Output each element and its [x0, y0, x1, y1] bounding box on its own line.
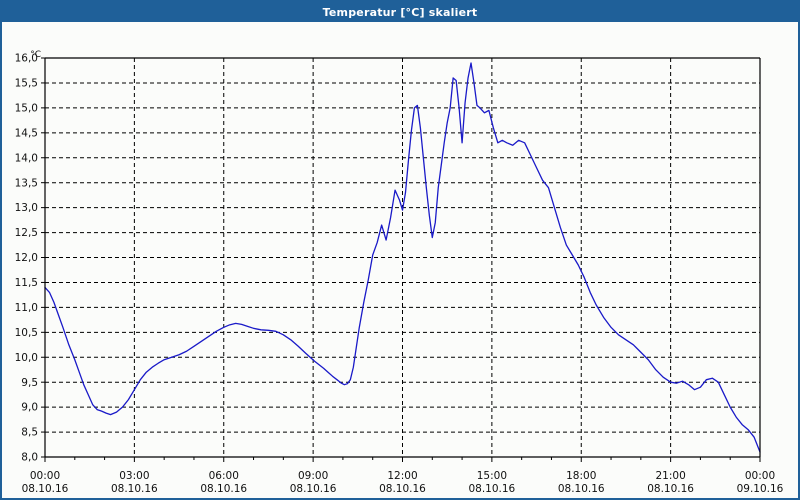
- y-axis-ticks: [41, 57, 45, 458]
- x-tick-date-label: 08.10.16: [558, 483, 605, 495]
- y-tick-label: 12,0: [15, 252, 38, 264]
- x-tick-date-label: 08.10.16: [290, 483, 337, 495]
- y-tick-label: 11,5: [15, 277, 38, 289]
- window-title-bar: Temperatur [°C] skaliert: [2, 2, 798, 22]
- x-tick-date-label: 08.10.16: [379, 483, 426, 495]
- x-tick-date-label: 08.10.16: [22, 483, 69, 495]
- y-tick-label: 14,0: [15, 152, 38, 164]
- x-axis-tick-labels: 00:0008.10.1603:0008.10.1606:0008.10.160…: [22, 470, 784, 495]
- x-tick-time-label: 00:00: [30, 470, 60, 482]
- x-tick-time-label: 06:00: [209, 470, 239, 482]
- temperature-line-chart: 16,0 15,5 15,0 14,5 14,0 13,5 13,0 12,5 12,0 11,5…: [2, 22, 798, 498]
- y-tick-label: 8,0: [21, 452, 38, 464]
- x-tick-date-label: 08.10.16: [647, 483, 694, 495]
- x-tick-date-label: 08.10.16: [468, 483, 515, 495]
- x-tick-date-label: 08.10.16: [200, 483, 247, 495]
- x-tick-time-label: 18:00: [566, 470, 596, 482]
- x-tick-time-label: 00:00: [745, 470, 775, 482]
- y-tick-label: 12,5: [15, 227, 38, 239]
- y-tick-label: 8,5: [21, 427, 38, 439]
- y-axis-tick-labels: 16,0 15,5 15,0 14,5 14,0 13,5 13,0 12,5 12,0 11,5…: [15, 53, 38, 464]
- y-tick-label: 14,5: [15, 127, 38, 139]
- temperature-series-line: [44, 62, 761, 453]
- page-title: Temperatur [°C] skaliert: [322, 5, 478, 19]
- chart-background: [2, 22, 798, 498]
- y-tick-label: 15,5: [15, 78, 38, 90]
- x-tick-time-label: 03:00: [119, 470, 149, 482]
- y-tick-label: 10,5: [15, 327, 38, 339]
- y-tick-label: 9,0: [21, 402, 38, 414]
- y-tick-label: 16,0: [15, 53, 38, 65]
- x-tick-time-label: 21:00: [655, 470, 685, 482]
- y-tick-label: 10,0: [15, 352, 38, 364]
- y-tick-label: 9,5: [21, 377, 38, 389]
- x-tick-time-label: 15:00: [477, 470, 507, 482]
- chart-canvas: 16,0 15,5 15,0 14,5 14,0 13,5 13,0 12,5 12,0 11,5…: [2, 22, 798, 498]
- y-tick-label: 15,0: [15, 102, 38, 114]
- x-tick-time-label: 12:00: [387, 470, 417, 482]
- y-axis-unit-label: °C: [30, 50, 41, 60]
- y-tick-label: 11,0: [15, 302, 38, 314]
- x-tick-date-label: 08.10.16: [111, 483, 158, 495]
- y-tick-label: 13,5: [15, 177, 38, 189]
- x-axis-ticks: [44, 457, 761, 462]
- y-tick-label: 13,0: [15, 202, 38, 214]
- x-tick-time-label: 09:00: [298, 470, 328, 482]
- x-tick-date-label: 09.10.16: [737, 483, 784, 495]
